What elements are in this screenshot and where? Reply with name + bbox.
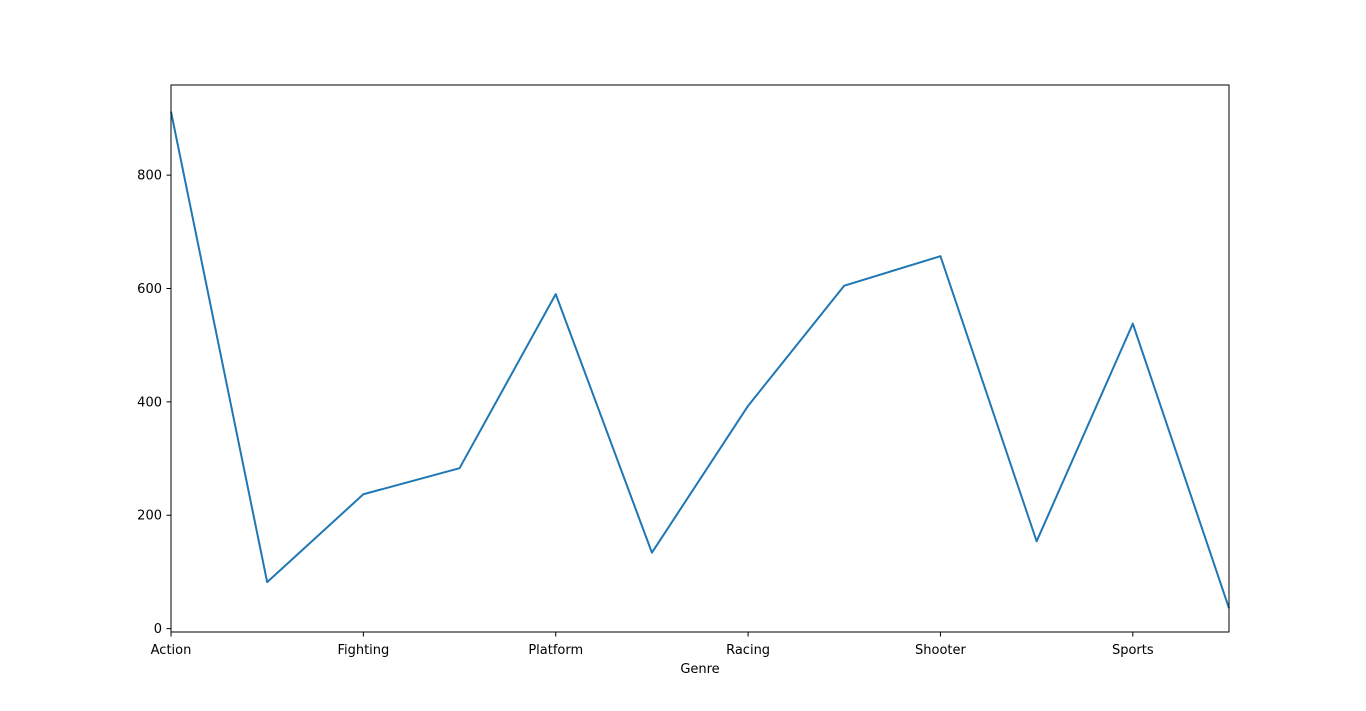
series-line-0 bbox=[170, 111, 1230, 609]
plot-background bbox=[171, 85, 1229, 632]
y-tick-label: 200 bbox=[137, 509, 162, 524]
x-axis-label: Genre bbox=[680, 662, 719, 677]
y-tick-label: 600 bbox=[137, 282, 162, 297]
x-tick-label: Shooter bbox=[915, 643, 966, 658]
x-tick-label: Platform bbox=[528, 643, 583, 658]
y-axis-ticks: 0 200 400 600 800 bbox=[137, 169, 171, 637]
x-axis-ticks: Action Fighting Platform Racing Shooter Sport… bbox=[151, 632, 1154, 658]
y-tick-label: 800 bbox=[137, 169, 162, 184]
y-tick-label: 0 bbox=[154, 622, 162, 637]
x-tick-label: Fighting bbox=[337, 643, 389, 658]
x-tick-label: Sports bbox=[1112, 643, 1154, 658]
chart-marks bbox=[170, 111, 1230, 609]
x-tick-label: Action bbox=[151, 643, 192, 658]
plot-frame bbox=[170, 84, 1230, 633]
x-tick-label: Racing bbox=[726, 643, 770, 658]
y-tick-label: 400 bbox=[137, 395, 162, 410]
